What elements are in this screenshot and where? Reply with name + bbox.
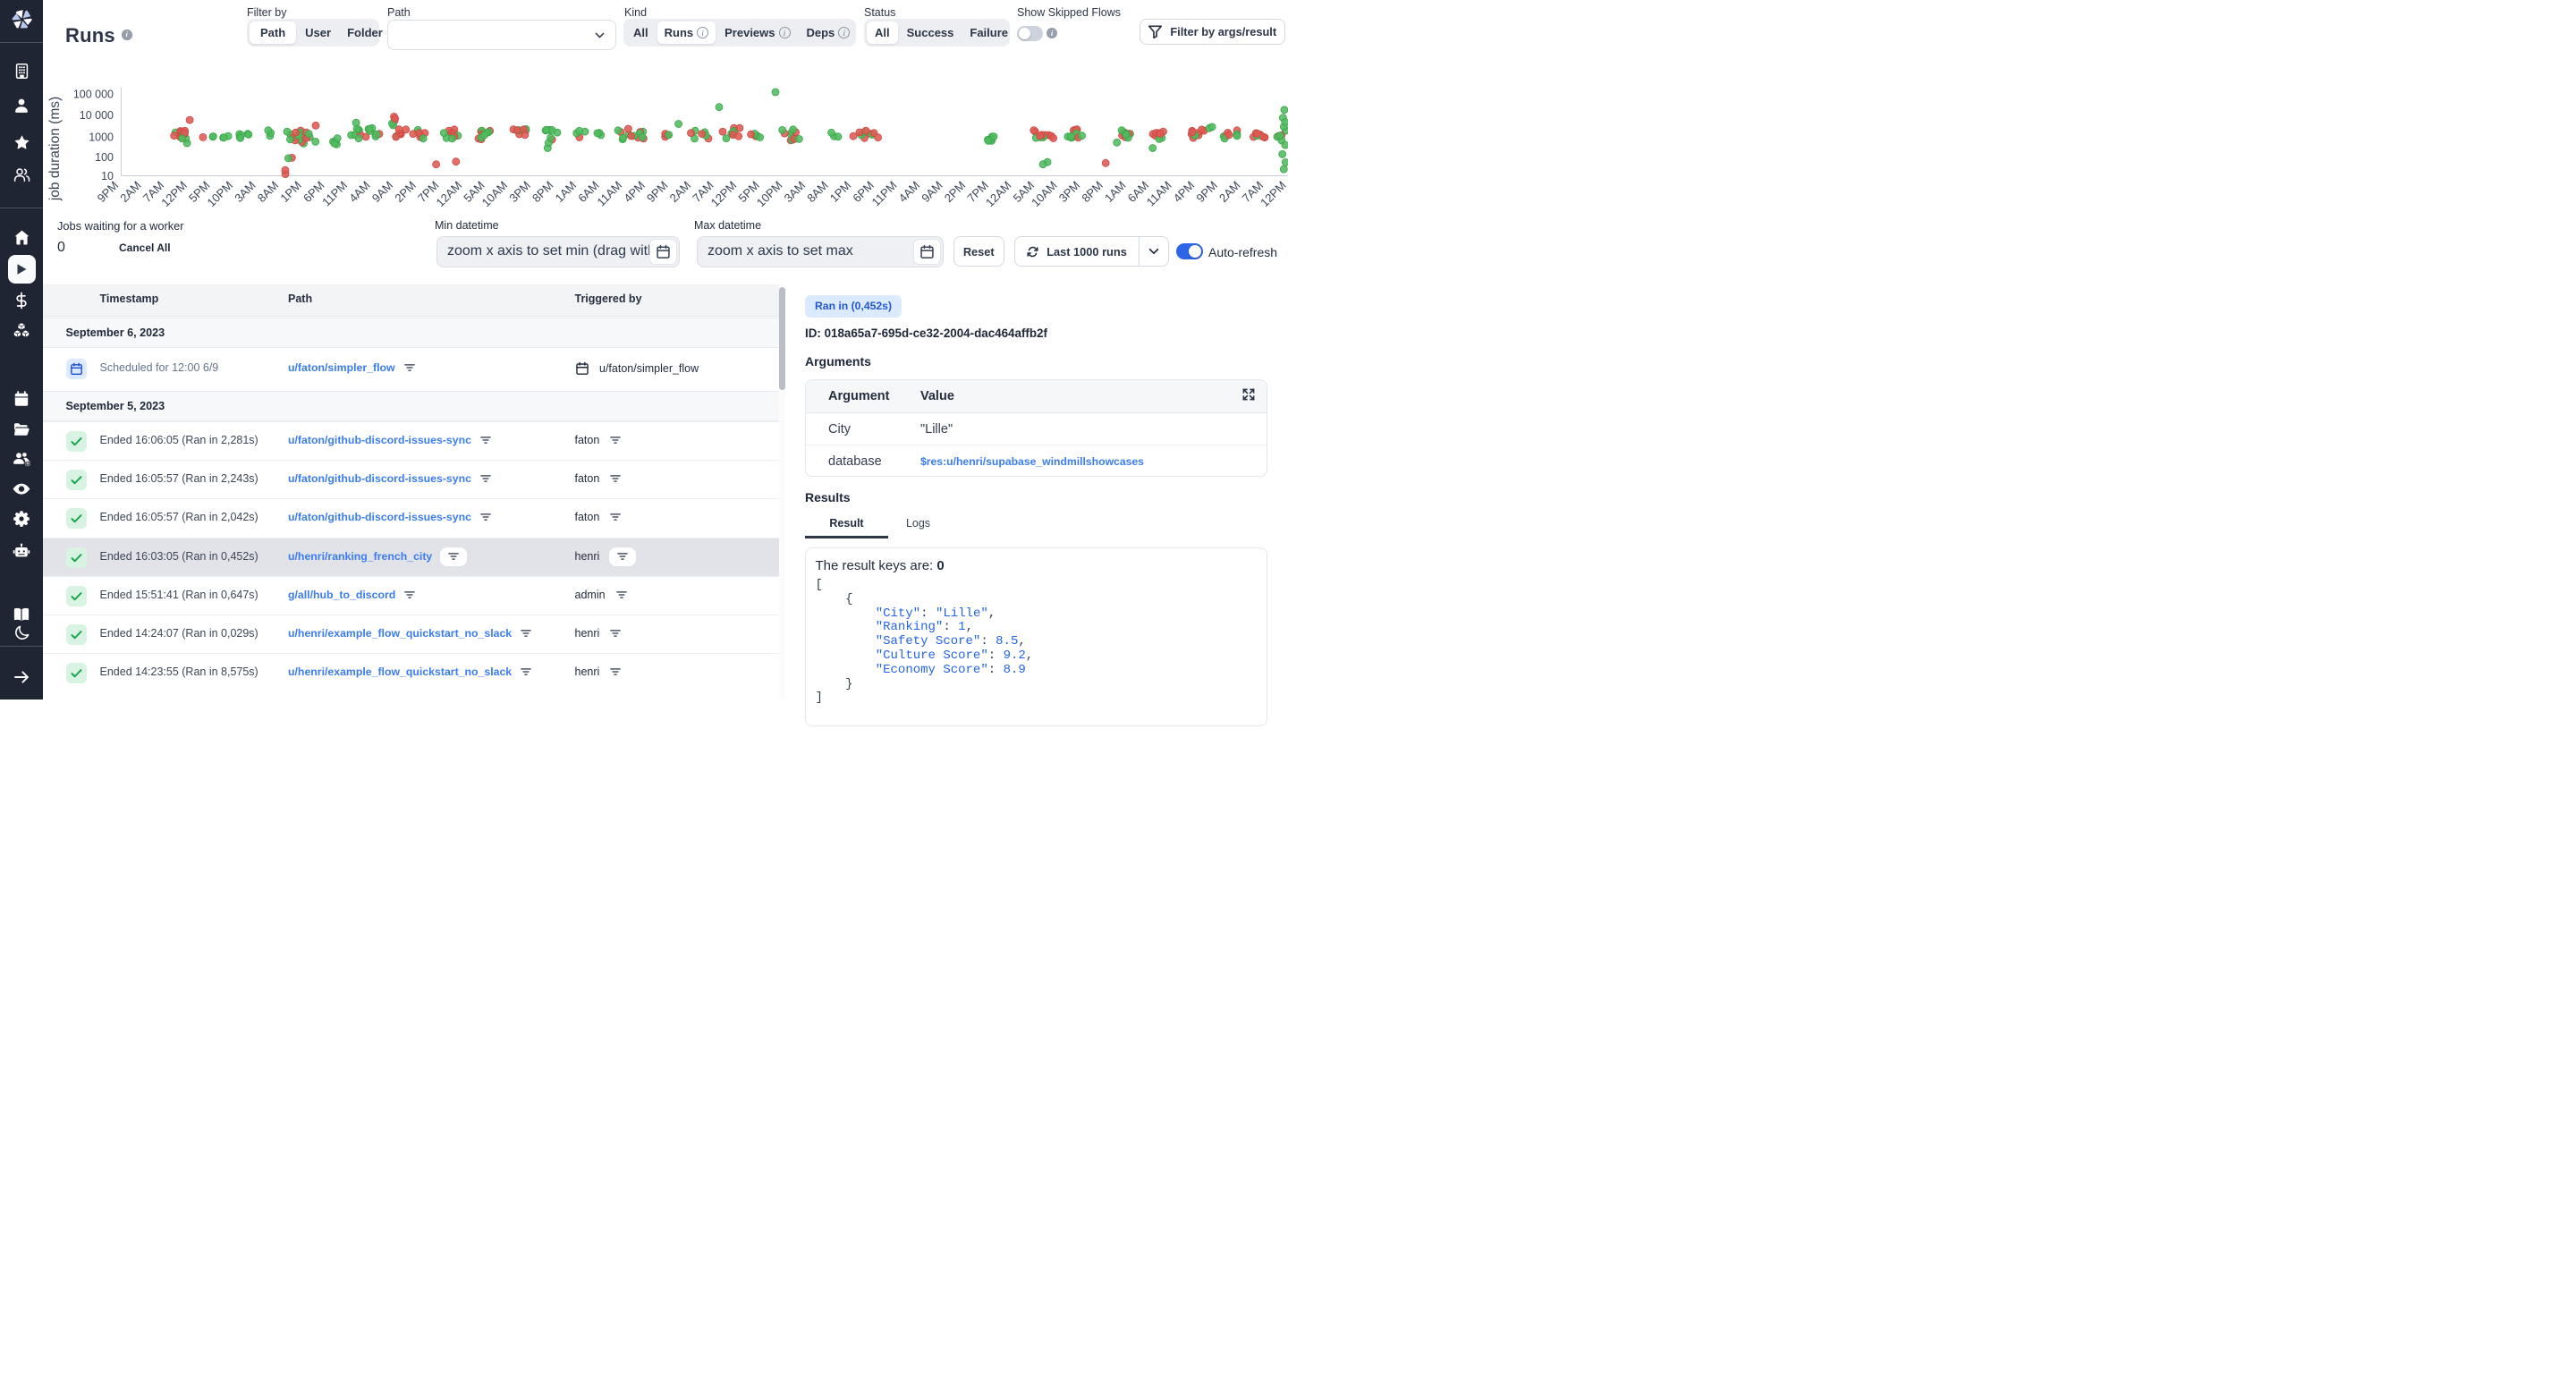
svg-text:1PM: 1PM	[827, 179, 854, 206]
svg-text:8AM: 8AM	[255, 179, 282, 206]
svg-text:1PM: 1PM	[277, 179, 304, 206]
svg-text:9PM: 9PM	[95, 179, 122, 206]
svg-text:10PM: 10PM	[204, 179, 235, 210]
svg-text:11PM: 11PM	[319, 179, 350, 209]
svg-text:12AM: 12AM	[433, 179, 464, 210]
svg-text:4AM: 4AM	[896, 179, 923, 206]
svg-text:11AM: 11AM	[594, 179, 624, 209]
svg-text:4PM: 4PM	[1171, 179, 1198, 206]
svg-text:4AM: 4AM	[346, 179, 373, 206]
svg-text:2AM: 2AM	[667, 179, 694, 206]
svg-text:3AM: 3AM	[782, 179, 809, 206]
svg-text:10AM: 10AM	[1029, 179, 1060, 210]
svg-text:11AM: 11AM	[1144, 179, 1174, 209]
svg-text:2AM: 2AM	[117, 179, 144, 206]
svg-text:3AM: 3AM	[232, 179, 258, 206]
svg-text:2PM: 2PM	[942, 179, 969, 206]
svg-text:2PM: 2PM	[392, 179, 419, 206]
svg-text:job duration (ms): job duration (ms)	[47, 97, 63, 201]
svg-text:9AM: 9AM	[919, 179, 945, 206]
svg-text:8AM: 8AM	[804, 179, 831, 206]
svg-text:3PM: 3PM	[1056, 179, 1083, 206]
svg-text:1AM: 1AM	[553, 179, 580, 206]
svg-text:10PM: 10PM	[754, 179, 785, 210]
svg-text:10AM: 10AM	[479, 179, 511, 210]
svg-text:4PM: 4PM	[621, 179, 648, 206]
svg-text:100: 100	[95, 151, 114, 164]
svg-text:1000: 1000	[89, 131, 114, 144]
svg-text:9AM: 9AM	[369, 179, 396, 206]
svg-text:12PM: 12PM	[1258, 179, 1288, 210]
svg-text:10 000: 10 000	[80, 109, 114, 122]
svg-text:9PM: 9PM	[1193, 179, 1220, 206]
svg-text:1AM: 1AM	[1102, 179, 1129, 206]
svg-text:2AM: 2AM	[1216, 179, 1243, 206]
svg-text:8PM: 8PM	[1079, 179, 1106, 206]
svg-text:9PM: 9PM	[644, 179, 671, 206]
svg-text:10: 10	[101, 170, 114, 182]
svg-text:8PM: 8PM	[530, 179, 556, 206]
svg-text:11PM: 11PM	[869, 179, 900, 209]
svg-text:3PM: 3PM	[506, 179, 533, 206]
svg-text:12PM: 12PM	[708, 179, 740, 210]
svg-text:100 000: 100 000	[73, 89, 114, 101]
svg-text:12PM: 12PM	[158, 179, 190, 210]
svg-text:12AM: 12AM	[983, 179, 1014, 210]
